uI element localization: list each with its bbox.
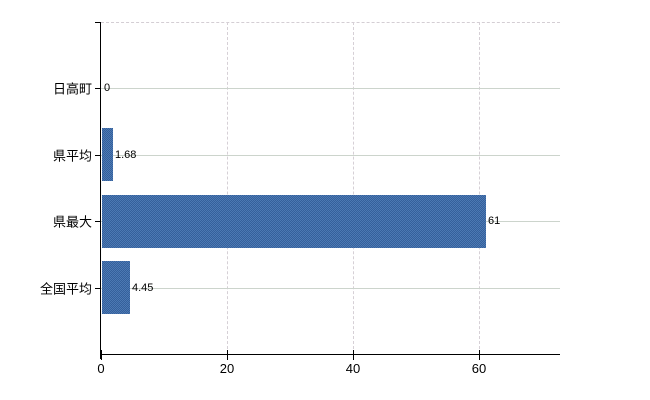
value-label: 4.45 (132, 282, 154, 294)
x-axis-tick-label: 60 (471, 361, 487, 376)
category-label: 日高町 (52, 81, 92, 97)
value-label: 0 (104, 82, 111, 94)
bar (102, 128, 113, 181)
vertical-gridline (227, 22, 228, 354)
y-axis-line (100, 22, 101, 359)
x-axis-tick (479, 350, 480, 360)
category-label: 県平均 (52, 148, 92, 164)
bar (102, 261, 130, 314)
y-axis-tick (95, 221, 101, 222)
category-gridline (101, 88, 560, 89)
plot-top-gridline (101, 22, 560, 23)
x-axis-tick (101, 350, 102, 360)
y-axis-tick (95, 22, 101, 23)
vertical-gridline (479, 22, 480, 354)
y-axis-tick (95, 155, 101, 156)
bar (102, 195, 486, 248)
vertical-gridline (353, 22, 354, 354)
category-gridline (101, 288, 560, 289)
y-axis-tick (95, 288, 101, 289)
x-axis-tick (227, 350, 228, 360)
value-label: 1.68 (115, 149, 137, 161)
x-axis-tick-label: 0 (97, 361, 105, 376)
category-label: 県最大 (52, 214, 92, 230)
x-axis-tick-label: 40 (345, 361, 361, 376)
x-axis-tick (353, 350, 354, 360)
category-gridline (101, 155, 560, 156)
x-axis-line (100, 354, 560, 355)
x-axis-tick-label: 20 (219, 361, 235, 376)
value-label: 61 (488, 215, 501, 227)
y-axis-tick (95, 88, 101, 89)
category-label: 全国平均 (39, 281, 92, 297)
